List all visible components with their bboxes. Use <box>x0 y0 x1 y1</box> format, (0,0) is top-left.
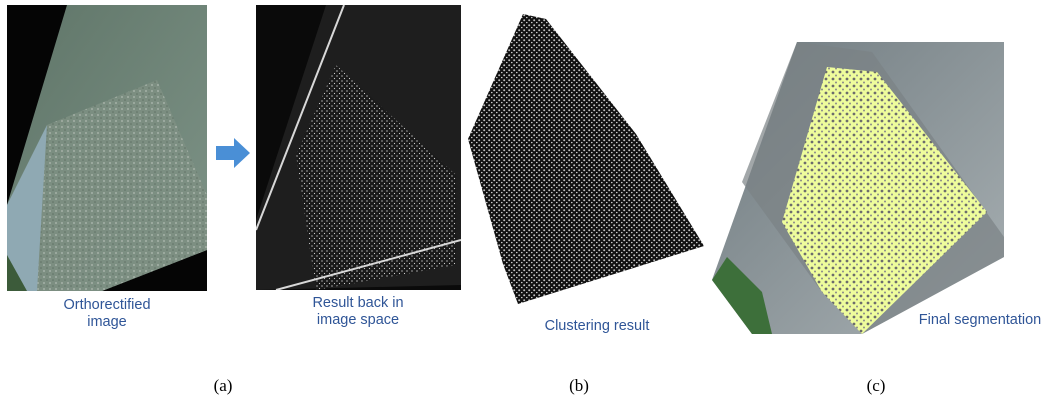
orthorectified-caption: Orthorectified image <box>63 297 151 330</box>
orthorectified-image <box>7 5 207 291</box>
clustering-caption: Clustering result <box>544 318 650 334</box>
result-back-in-image-space <box>256 5 461 290</box>
right-arrow-icon <box>216 138 250 168</box>
final-segmentation-caption: Final segmentation <box>918 312 1042 328</box>
subfigure-label-b: (b) <box>569 376 589 395</box>
subfigure-label-c: (c) <box>866 376 886 395</box>
subfigure-label-a: (a) <box>213 376 233 395</box>
result-back-caption: Result back in image space <box>312 295 404 328</box>
clustering-result <box>468 14 704 304</box>
final-segmentation-image <box>712 42 1004 334</box>
